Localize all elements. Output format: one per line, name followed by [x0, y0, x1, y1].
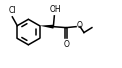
Text: O: O: [77, 21, 82, 30]
Text: Cl: Cl: [9, 6, 16, 15]
Text: O: O: [63, 40, 69, 49]
Polygon shape: [40, 25, 53, 29]
Text: OH: OH: [50, 5, 61, 14]
